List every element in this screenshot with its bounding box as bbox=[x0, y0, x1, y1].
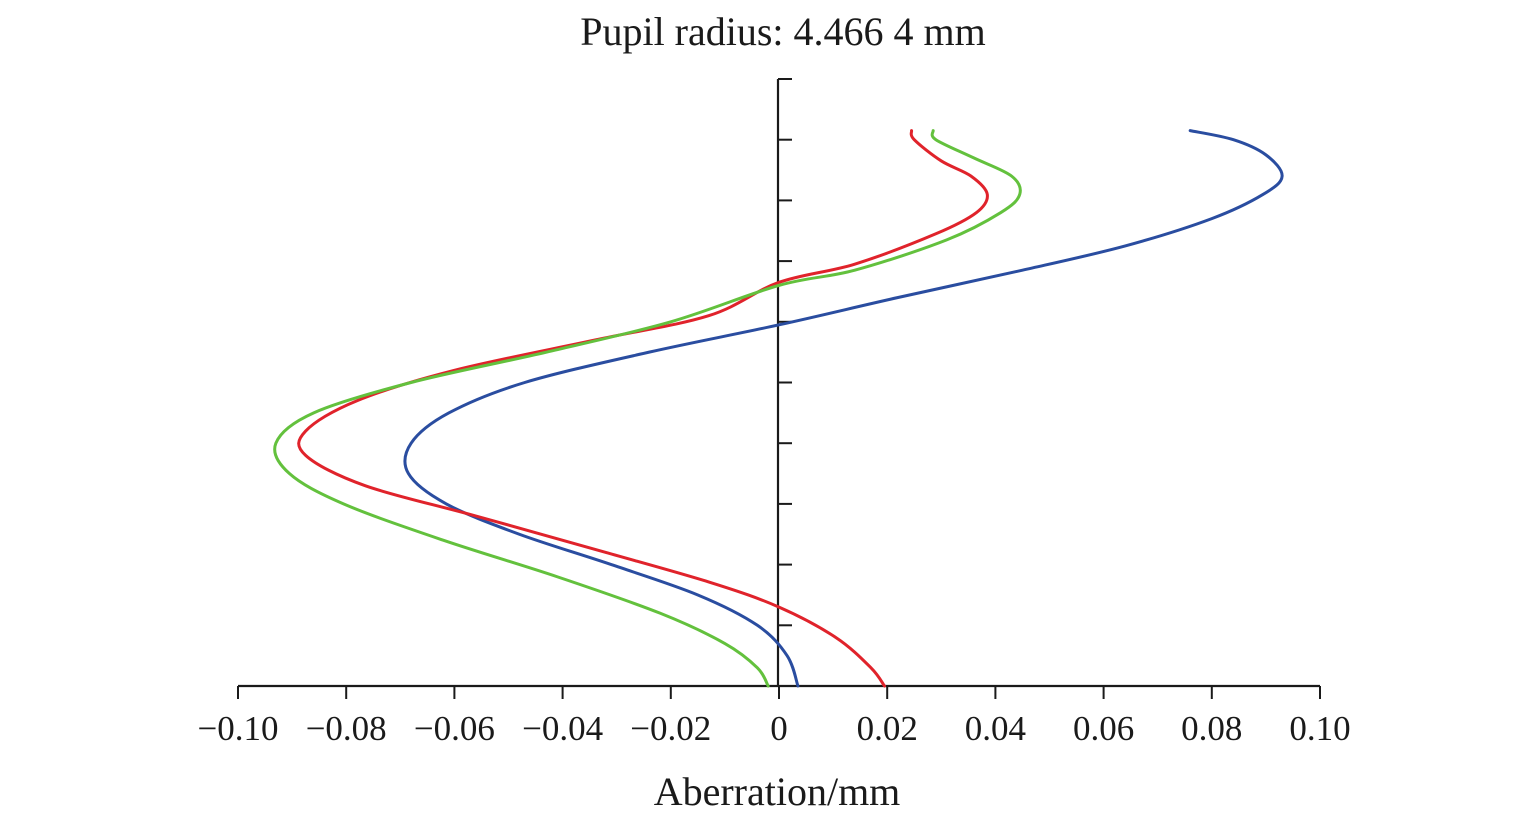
x-tick-label: −0.04 bbox=[522, 709, 603, 748]
x-tick-label: 0.04 bbox=[965, 709, 1026, 748]
x-tick-label: 0.10 bbox=[1289, 709, 1350, 748]
x-tick-label: 0.02 bbox=[857, 709, 918, 748]
x-tick-label: −0.02 bbox=[630, 709, 711, 748]
x-tick-label: −0.06 bbox=[414, 709, 495, 748]
series-line-1 bbox=[297, 129, 989, 688]
series-lines bbox=[273, 129, 1284, 688]
chart-title: Pupil radius: 4.466 4 mm bbox=[580, 9, 986, 54]
x-tick-label: −0.10 bbox=[198, 709, 279, 748]
x-tick-label: 0.06 bbox=[1073, 709, 1134, 748]
x-axis-label: Aberration/mm bbox=[654, 769, 901, 814]
x-tick-label: 0 bbox=[770, 709, 788, 748]
axes bbox=[237, 78, 1321, 699]
series-line-2 bbox=[273, 129, 1022, 688]
x-tick-label: 0.08 bbox=[1181, 709, 1242, 748]
x-tick-label: −0.08 bbox=[306, 709, 387, 748]
x-tick-labels: −0.10 −0.08 −0.06 −0.04 −0.02 0 0.02 0.04 0.06 0.… bbox=[198, 709, 1351, 748]
series-line-0 bbox=[403, 129, 1284, 688]
